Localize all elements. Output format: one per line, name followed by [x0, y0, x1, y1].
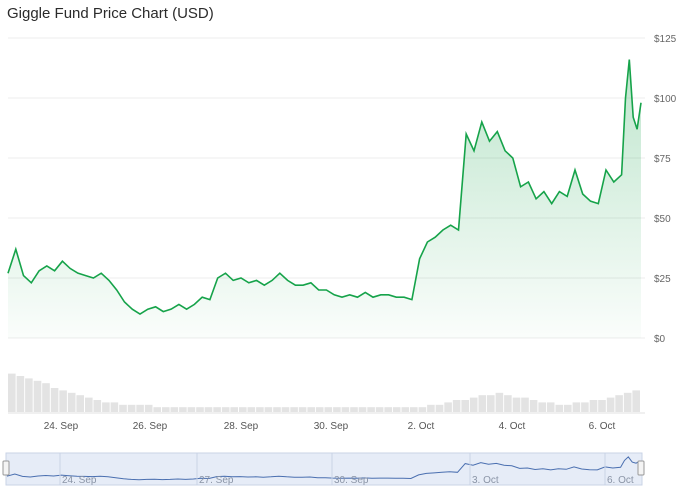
navigator-tick-label: 24. Sep — [62, 475, 97, 486]
navigator-handle-left[interactable] — [2, 460, 10, 476]
volume-bar — [504, 395, 512, 412]
volume-bar — [538, 402, 546, 412]
volume-bar — [102, 402, 110, 412]
volume-bar — [478, 395, 487, 412]
volume-bar — [461, 400, 469, 412]
volume-bar — [204, 407, 213, 412]
volume-bar — [119, 404, 127, 412]
volume-bar — [247, 407, 256, 412]
volume-bar — [384, 407, 392, 412]
volume-bar — [350, 407, 358, 412]
volume-bar — [623, 392, 632, 412]
x-tick-label: 4. Oct — [499, 421, 526, 432]
y-tick-label: $75 — [654, 154, 671, 165]
volume-bar — [495, 392, 504, 412]
volume-bar — [324, 407, 333, 412]
volume-bar — [273, 407, 281, 412]
navigator-tick-label: 3. Oct — [472, 475, 499, 486]
volume-bar — [93, 400, 102, 412]
volume-bar — [50, 388, 59, 412]
volume-bar — [196, 407, 204, 412]
volume-bar — [521, 397, 529, 412]
volume-bar — [572, 402, 581, 412]
x-tick-label: 6. Oct — [589, 421, 616, 432]
volume-bar — [33, 380, 42, 412]
volume-bar — [589, 400, 598, 412]
volume-bar — [256, 407, 264, 412]
volume-bar — [315, 407, 324, 412]
volume-bar — [25, 378, 33, 412]
volume-bar — [136, 404, 144, 412]
chart-title: Giggle Fund Price Chart (USD) — [7, 5, 214, 22]
volume-bar — [127, 404, 136, 412]
x-tick-label: 24. Sep — [44, 421, 79, 432]
volume-bar — [110, 402, 119, 412]
x-tick-label: 30. Sep — [314, 421, 349, 432]
navigator-tick-label: 30. Sep — [334, 475, 369, 486]
volume-bar — [290, 407, 298, 412]
volume-bar — [581, 402, 589, 412]
navigator-tick-label: 27. Sep — [199, 475, 234, 486]
y-tick-label: $100 — [654, 94, 677, 105]
volume-bar — [546, 402, 555, 412]
volume-bar — [239, 407, 247, 412]
volume-bar — [179, 407, 187, 412]
volume-bar — [76, 395, 84, 412]
y-tick-label: $25 — [654, 274, 671, 285]
volume-bar — [435, 404, 444, 412]
volume-bar — [418, 407, 427, 412]
volume-bar — [598, 400, 606, 412]
volume-bar — [333, 407, 341, 412]
x-tick-label: 28. Sep — [224, 421, 259, 432]
volume-bar — [264, 407, 273, 412]
volume-bar — [375, 407, 384, 412]
volume-bar — [615, 395, 623, 412]
volume-bar — [358, 407, 367, 412]
y-tick-label: $50 — [654, 214, 671, 225]
volume-bar — [512, 397, 521, 412]
volume-bar — [392, 407, 401, 412]
volume-bar — [401, 407, 410, 412]
volume-bar — [281, 407, 290, 412]
volume-bar — [632, 390, 640, 412]
price-area — [8, 59, 641, 338]
volume-bar — [298, 407, 307, 412]
volume-bar — [162, 407, 170, 412]
volume-bar — [8, 373, 16, 412]
volume-bar — [144, 404, 153, 412]
volume-bar — [85, 397, 93, 412]
volume-bar — [230, 407, 238, 412]
volume-bar — [564, 404, 572, 412]
volume-bar — [153, 407, 161, 412]
navigator-line — [6, 456, 641, 481]
volume-bar — [555, 404, 564, 412]
y-tick-label: $0 — [654, 334, 666, 345]
volume-bar — [67, 392, 76, 412]
volume-bar — [213, 407, 221, 412]
volume-bar — [170, 407, 179, 412]
volume-bar — [487, 395, 495, 412]
volume-bar — [452, 400, 461, 412]
volume-bar — [529, 400, 538, 412]
volume-bar — [221, 407, 230, 412]
y-tick-label: $125 — [654, 34, 677, 45]
volume-bar — [307, 407, 315, 412]
volume-bar — [444, 402, 452, 412]
volume-bar — [410, 407, 418, 412]
volume-bar — [187, 407, 196, 412]
navigator-handle-right[interactable] — [637, 460, 645, 476]
x-tick-label: 26. Sep — [133, 421, 168, 432]
volume-bar — [42, 383, 50, 412]
volume-bar — [16, 376, 25, 412]
x-tick-label: 2. Oct — [408, 421, 435, 432]
price-line — [7, 59, 642, 315]
volume-bar — [59, 390, 67, 412]
volume-bar — [341, 407, 350, 412]
volume-bar — [469, 397, 478, 412]
volume-bar — [606, 397, 615, 412]
volume-bar — [427, 404, 435, 412]
navigator-tick-label: 6. Oct — [607, 475, 634, 486]
volume-bar — [367, 407, 375, 412]
